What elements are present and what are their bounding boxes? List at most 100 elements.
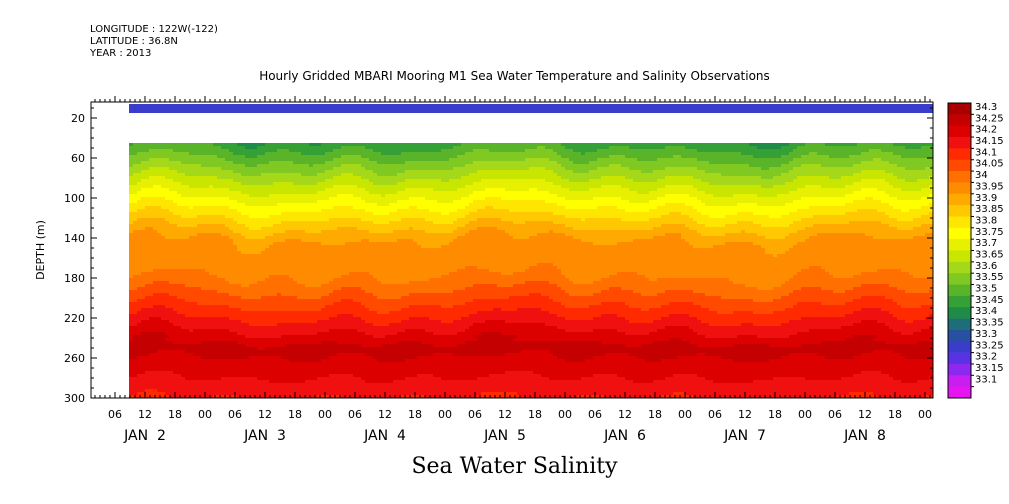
data-cell	[189, 308, 194, 312]
data-cell	[161, 284, 166, 288]
data-cell	[217, 350, 222, 354]
data-cell	[233, 272, 238, 276]
data-cell	[357, 353, 362, 357]
data-cell	[185, 260, 190, 264]
data-cell	[265, 350, 270, 354]
data-cell	[297, 287, 302, 291]
data-cell	[189, 305, 194, 309]
data-cell	[261, 269, 266, 273]
data-cell	[129, 155, 134, 159]
data-cell	[317, 389, 322, 393]
data-cell	[153, 287, 158, 291]
data-cell	[313, 341, 318, 345]
data-cell	[185, 287, 190, 291]
data-cell	[297, 260, 302, 264]
data-cell	[217, 170, 222, 174]
data-cell	[325, 146, 330, 150]
data-cell	[201, 188, 206, 192]
data-cell	[241, 269, 246, 273]
data-cell	[361, 155, 366, 159]
data-cell	[353, 284, 358, 288]
data-cell	[233, 341, 238, 345]
data-cell	[197, 302, 202, 306]
data-cell	[189, 206, 194, 210]
data-cell	[281, 206, 286, 210]
data-cell	[261, 311, 266, 315]
data-cell	[233, 260, 238, 264]
data-cell	[161, 158, 166, 162]
data-cell	[141, 389, 146, 393]
data-cell	[313, 224, 318, 228]
data-cell	[221, 365, 226, 369]
data-cell	[281, 368, 286, 372]
data-cell	[161, 227, 166, 231]
data-cell	[189, 185, 194, 189]
data-cell	[217, 341, 222, 345]
data-cell	[229, 251, 234, 255]
data-cell	[217, 281, 222, 285]
data-cell	[181, 197, 186, 201]
data-cell	[161, 359, 166, 363]
data-cell	[325, 335, 330, 339]
data-cell	[341, 230, 346, 234]
data-cell	[297, 233, 302, 237]
data-cell	[345, 212, 350, 216]
data-cell	[297, 146, 302, 150]
data-cell	[257, 395, 262, 398]
data-cell	[189, 269, 194, 273]
data-cell	[257, 155, 262, 159]
data-cell	[237, 206, 242, 210]
data-cell	[333, 158, 338, 162]
data-cell	[341, 383, 346, 387]
data-cell	[141, 191, 146, 195]
data-cell	[217, 233, 222, 237]
data-cell	[277, 221, 282, 225]
data-cell	[301, 359, 306, 363]
data-cell	[313, 347, 318, 351]
data-cell	[205, 302, 210, 306]
data-cell	[345, 287, 350, 291]
data-cell	[261, 194, 266, 198]
data-cell	[129, 254, 134, 258]
data-cell	[185, 395, 190, 398]
data-cell	[289, 209, 294, 213]
data-cell	[321, 167, 326, 171]
data-cell	[309, 386, 314, 390]
data-cell	[129, 206, 134, 210]
data-cell	[261, 188, 266, 192]
data-cell	[273, 197, 278, 201]
data-cell	[317, 176, 322, 180]
data-cell	[181, 380, 186, 384]
data-cell	[145, 230, 150, 234]
data-cell	[161, 173, 166, 177]
data-cell	[289, 161, 294, 165]
data-cell	[349, 278, 354, 282]
data-cell	[321, 170, 326, 174]
data-cell	[337, 299, 342, 303]
data-cell	[357, 239, 362, 243]
data-cell	[213, 323, 218, 327]
data-cell	[349, 356, 354, 360]
data-cell	[357, 320, 362, 324]
data-cell	[253, 353, 258, 357]
data-cell	[293, 221, 298, 225]
data-cell	[129, 224, 134, 228]
data-cell	[205, 221, 210, 225]
data-cell	[233, 242, 238, 246]
data-cell	[165, 323, 170, 327]
data-cell	[357, 377, 362, 381]
data-cell	[137, 185, 142, 189]
data-cell	[333, 149, 338, 153]
data-cell	[357, 308, 362, 312]
data-cell	[237, 212, 242, 216]
data-cell	[205, 293, 210, 297]
data-cell	[317, 380, 322, 384]
data-cell	[177, 299, 182, 303]
data-cell	[317, 290, 322, 294]
data-cell	[337, 161, 342, 165]
data-cell	[305, 260, 310, 264]
data-cell	[157, 368, 162, 372]
data-cell	[153, 260, 158, 264]
data-cell	[209, 194, 214, 198]
data-cell	[293, 149, 298, 153]
